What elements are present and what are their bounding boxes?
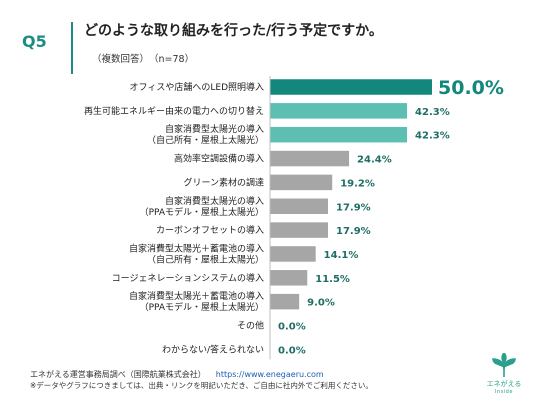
- value-label: 0.0%: [278, 322, 306, 333]
- value-label: 17.9%: [336, 202, 371, 213]
- question-number: Q5: [22, 32, 47, 51]
- question-title: どのような取り組みを行った/行う予定ですか。: [84, 23, 383, 39]
- category-label: わからない/答えられない: [162, 343, 264, 355]
- value-label: 42.3%: [415, 107, 450, 118]
- value-label: 24.4%: [357, 155, 392, 166]
- bar: [270, 79, 432, 95]
- category-label: 自家消費型太陽光の導入（PPAモデル・屋根上太陽光）: [140, 195, 264, 218]
- value-label: 0.0%: [278, 345, 306, 356]
- leaf-tree-logo-icon: [492, 353, 516, 377]
- question-subtitle: （複数回答） （n=78）: [92, 54, 195, 65]
- source-link[interactable]: https://www.enegaeru.com: [215, 370, 324, 379]
- bar: [270, 103, 408, 119]
- value-label: 17.9%: [336, 226, 371, 237]
- category-label: オフィスや店舗へのLED照明導入: [130, 81, 264, 93]
- bar: [270, 270, 308, 286]
- source-text: エネがえる運営事務局調べ（国際航業株式会社）: [30, 370, 206, 379]
- logo-sub: Inside: [495, 389, 513, 395]
- bar: [270, 246, 316, 262]
- bar: [270, 293, 300, 310]
- category-label: コージェネレーションシステムの導入: [112, 272, 264, 284]
- category-label: その他: [237, 320, 264, 332]
- category-label: 自家消費型太陽光＋蓄電池の導入（PPAモデル・屋根上太陽光）: [129, 290, 264, 313]
- bar: [270, 198, 328, 214]
- header-divider: [71, 22, 73, 74]
- category-label: 再生可能エネルギー由来の電力への切り替え: [84, 105, 264, 117]
- category-label: 自家消費型太陽光＋蓄電池の導入（自己所有・屋根上太陽光）: [129, 242, 264, 265]
- bar: [270, 150, 350, 167]
- category-label: 高効率空調設備の導入: [174, 153, 264, 165]
- category-label: カーボンオフセットの導入: [156, 224, 264, 236]
- category-label: 自家消費型太陽光の導入（自己所有・屋根上太陽光）: [147, 123, 264, 146]
- bar-chart: オフィスや店舗へのLED照明導入 50.0% 再生可能エネルギー由来の電力への切り替…: [84, 76, 504, 360]
- bar: [270, 126, 408, 143]
- value-label: 11.5%: [315, 274, 350, 285]
- footer-note: ※データやグラフにつきましては、出典・リンクを明記いただき、ご自由に社内外でご利…: [30, 381, 373, 390]
- value-label: 42.3%: [415, 131, 450, 142]
- value-label: 50.0%: [438, 77, 504, 99]
- footer-source: エネがえる運営事務局調べ（国際航業株式会社） https://www.enegae…: [30, 369, 324, 380]
- category-label: グリーン素材の調達: [183, 176, 264, 188]
- value-label: 9.0%: [307, 298, 335, 309]
- bar: [270, 222, 328, 238]
- bar: [270, 174, 333, 191]
- value-label: 14.1%: [324, 250, 359, 261]
- logo-name: エネがえる: [486, 380, 522, 388]
- value-label: 19.2%: [340, 178, 375, 189]
